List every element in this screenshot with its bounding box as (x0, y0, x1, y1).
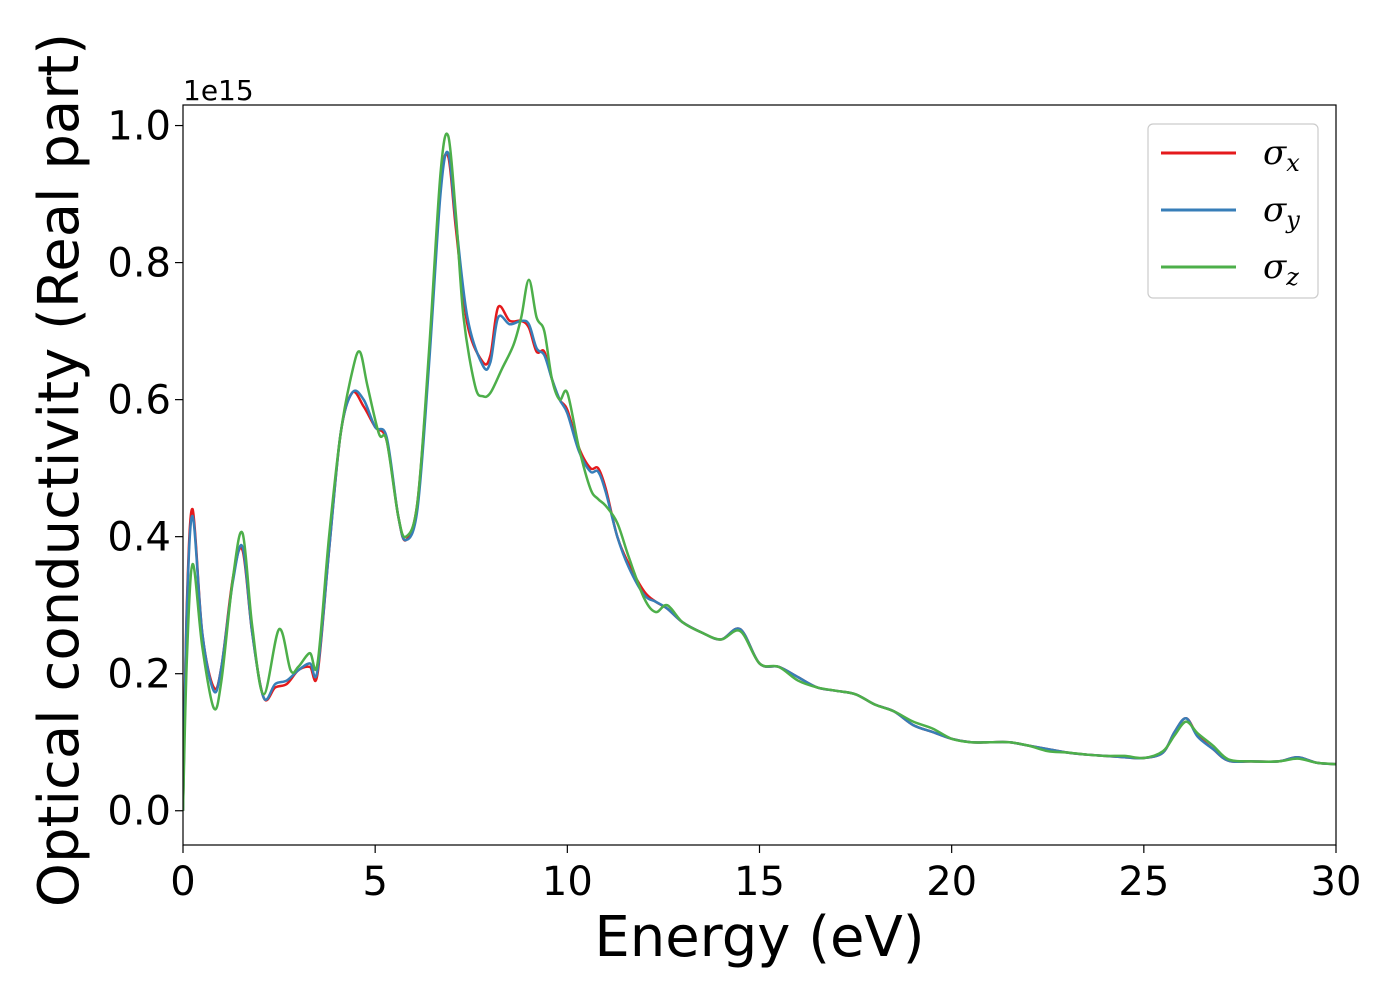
y-tick-label: 0.0 (107, 789, 171, 835)
x-tick-label: 30 (1311, 859, 1362, 905)
y-axis-ticks: 0.0 0.2 0.4 0.6 0.8 1.0 (107, 104, 183, 835)
y-tick-label: 0.4 (107, 515, 171, 561)
series-line-z (183, 132, 1336, 811)
x-tick-label: 10 (542, 859, 593, 905)
x-axis-label: Energy (eV) (594, 905, 924, 970)
y-tick-label: 1.0 (107, 104, 171, 150)
x-tick-label: 0 (170, 859, 195, 905)
y-axis-label: Optical conductivity (Real part) (27, 33, 92, 907)
y-offset-label: 1e15 (183, 74, 254, 107)
x-tick-label: 20 (926, 859, 977, 905)
legend-label-x: σx (1263, 133, 1300, 177)
series-layer (183, 132, 1336, 811)
y-tick-label: 0.6 (107, 378, 171, 424)
legend-label-z: σz (1263, 247, 1299, 291)
y-tick-label: 0.2 (107, 652, 171, 698)
legend: σx σy σz (1147, 123, 1319, 299)
x-tick-label: 15 (734, 859, 785, 905)
x-tick-label: 5 (362, 859, 387, 905)
x-tick-label: 25 (1118, 859, 1169, 905)
legend-label-y: σy (1263, 190, 1300, 234)
y-tick-label: 0.8 (107, 241, 171, 287)
x-axis-ticks: 0 5 10 15 20 25 30 (170, 845, 1361, 905)
